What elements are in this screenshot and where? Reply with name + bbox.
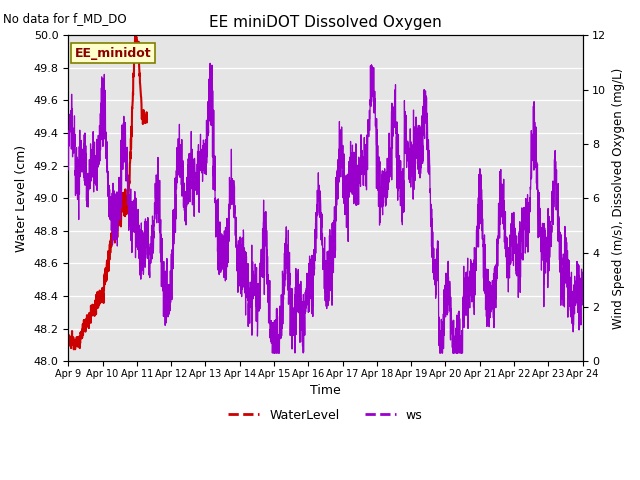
Text: EE_minidot: EE_minidot (74, 47, 151, 60)
Title: EE miniDOT Dissolved Oxygen: EE miniDOT Dissolved Oxygen (209, 15, 442, 30)
Y-axis label: Water Level (cm): Water Level (cm) (15, 144, 28, 252)
Y-axis label: Wind Speed (m/s), Dissolved Oxygen (mg/L): Wind Speed (m/s), Dissolved Oxygen (mg/L… (612, 68, 625, 329)
Text: No data for f_MD_DO: No data for f_MD_DO (3, 12, 127, 25)
Legend: WaterLevel, ws: WaterLevel, ws (223, 404, 428, 427)
X-axis label: Time: Time (310, 384, 341, 397)
